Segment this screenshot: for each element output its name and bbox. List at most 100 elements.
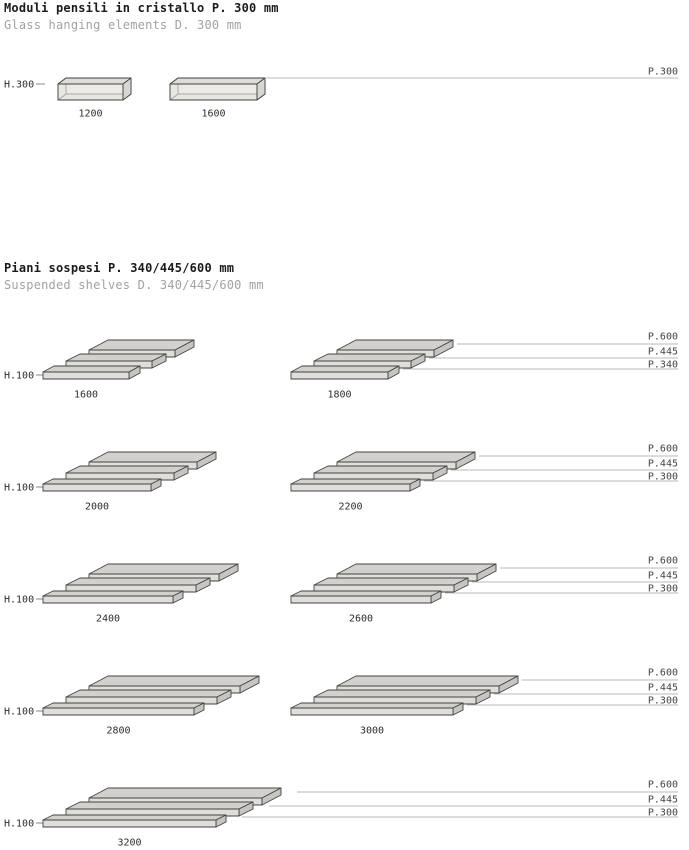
shelf-top-face [88,787,282,799]
shelf-front-face [313,584,455,593]
module-label: 3200 [117,837,141,848]
module-label: 1200 [78,108,102,119]
shelf-stack [290,675,519,716]
module-label: 2600 [349,613,373,624]
shelf [65,465,189,481]
shelf-front-face [42,371,130,380]
shelf-stack [290,563,497,604]
shelf-front-face [42,707,195,716]
depth-label: P.300 [648,807,678,818]
depth-label: P.300 [648,583,678,594]
shelf-top-face [336,675,519,687]
height-label: H.100 [4,370,34,381]
shelf-top-face [336,339,454,351]
shelf-stack [42,563,239,604]
shelf-front-face [313,696,477,705]
shelf-top-face [65,801,254,810]
shelf [313,577,469,593]
glass-front-face [57,83,124,101]
height-label: H.100 [4,706,34,717]
shelf-stack [290,339,454,380]
shelf-top-face [313,465,448,474]
shelf-top-face [42,814,227,821]
section-glass-titleblock: Moduli pensili in cristallo P. 300 mm Gl… [4,1,279,32]
shelf-top-face [313,577,469,586]
module-label: 2200 [338,501,362,512]
depth-label: P.340 [648,359,678,370]
shelf-top-face [290,702,464,709]
depth-label: P.445 [648,570,678,581]
module-label: 3000 [360,725,384,736]
shelf-front-face [42,819,217,828]
depth-label: P.445 [648,458,678,469]
shelf-top-face [88,563,239,575]
shelf [290,478,421,492]
depth-label: P.600 [648,779,678,790]
shelf-stack [42,339,195,380]
shelf-front-face [65,472,175,481]
depth-label: P.600 [648,443,678,454]
shelf [65,801,254,817]
module-label: 1800 [327,389,351,400]
shelf-top-face [65,689,232,698]
shelf [42,478,162,492]
section-title: Moduli pensili in cristallo P. 300 mm [4,1,279,15]
shelf-front-face [65,696,218,705]
shelf-top-face [290,365,400,373]
shelf-top-face [313,353,426,362]
shelf-top-face [290,478,421,485]
height-label: H.100 [4,482,34,493]
shelf [42,365,141,380]
module-label: 1600 [74,389,98,400]
depth-label: P.445 [648,682,678,693]
shelf-front-face [65,808,240,817]
shelf-top-face [65,577,211,586]
shelf-top-face [42,365,141,373]
section-subtitle: Glass hanging elements D. 300 mm [4,18,242,32]
shelf [88,451,217,470]
depth-label: P.300 [648,66,678,77]
shelf [42,814,227,828]
module-label: 2400 [96,613,120,624]
shelf [290,702,464,716]
shelf-top-face [336,563,497,575]
depth-label: P.600 [648,667,678,678]
module-label: 1600 [201,108,225,119]
shelf [313,465,448,481]
section-title: Piani sospesi P. 340/445/600 mm [4,261,235,275]
shelf-stack [290,451,476,492]
section-subtitle: Suspended shelves D. 340/445/600 mm [4,278,264,292]
shelf-top-face [313,689,491,698]
depth-label: P.445 [648,794,678,805]
depth-label: P.300 [648,695,678,706]
shelf-top-face [65,465,189,474]
shelf-front-face [42,483,152,492]
depth-label: P.600 [648,555,678,566]
shelf-front-face [290,371,389,380]
shelf [65,689,232,705]
shelf-front-face [290,707,454,716]
shelf [42,702,205,716]
height-label: H.100 [4,594,34,605]
shelf-front-face [290,483,411,492]
height-label: H.100 [4,818,34,829]
depth-label: P.300 [648,471,678,482]
shelf-top-face [290,590,442,597]
glass-top-face [57,77,132,85]
shelf-top-face [88,675,260,687]
shelf-top-face [336,451,476,463]
shelf [42,590,184,604]
shelf-stack [42,787,282,828]
glass-module [169,77,266,101]
glass-front-face [169,83,258,101]
shelf [290,365,400,380]
shelf [65,577,211,593]
shelf-front-face [65,584,197,593]
depth-label: P.445 [648,346,678,357]
shelf-top-face [65,353,167,362]
height-label: H.300 [4,79,34,90]
depth-label: P.600 [648,331,678,342]
shelf [313,689,491,705]
